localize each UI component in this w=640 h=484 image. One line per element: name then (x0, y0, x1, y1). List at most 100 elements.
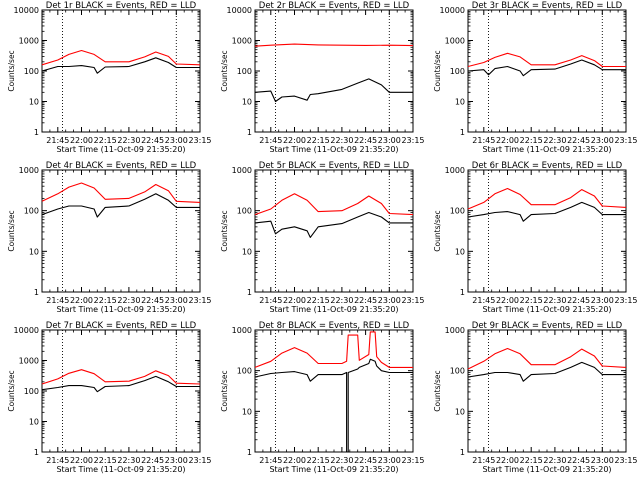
det8-xtick-label: 21:45 (259, 456, 282, 465)
det1-ytick-label: 10 (29, 98, 39, 107)
det7-xtick-label: 23:00 (165, 456, 188, 465)
det4-xtick-label: 23:00 (165, 296, 188, 305)
det6-ytick-label: 1000 (445, 166, 465, 175)
det3-xtick-label: 22:00 (496, 136, 519, 145)
det7-ytick-label: 1 (34, 448, 39, 457)
det3-xlabel: Start Time (11-Oct-09 21:35:20) (482, 145, 611, 154)
det3-xtick-label: 22:45 (567, 136, 590, 145)
det2-xtick-label: 23:00 (378, 136, 401, 145)
det9-series-lld (467, 347, 627, 370)
det7-xtick-label: 22:45 (141, 456, 164, 465)
det7-panel: Det 7r BLACK = Events, RED = LLD 1 10 100 10… (7, 321, 212, 474)
det2-ylabel: Counts/sec (220, 50, 229, 91)
det3-xtick-label: 23:00 (591, 136, 614, 145)
det9-xlabel: Start Time (11-Oct-09 21:35:20) (482, 465, 611, 474)
det2-xlabel: Start Time (11-Oct-09 21:35:20) (269, 145, 398, 154)
det1-ylabel: Counts/sec (7, 50, 16, 91)
det6-ytick-label: 100 (450, 207, 465, 216)
det5-ytick-label: 10 (242, 247, 252, 256)
det3-xtick-label: 22:15 (520, 136, 543, 145)
det8-ytick-label: 1000 (232, 326, 252, 335)
det4-series-events (41, 193, 200, 218)
det3-title: Det 3r BLACK = Events, RED = LLD (472, 1, 623, 11)
det8-ytick-label: 1 (247, 448, 252, 457)
det7-ytick-label: 1000 (19, 357, 39, 366)
det9-xtick-label: 22:30 (543, 456, 566, 465)
det2-panel: Det 2r BLACK = Events, RED = LLD 1 10 100 10… (220, 1, 425, 154)
det7-title: Det 7r BLACK = Events, RED = LLD (46, 321, 197, 331)
det8-xtick-label: 22:30 (330, 456, 353, 465)
det4-panel: Det 4r BLACK = Events, RED = LLD 1 10 100 10… (7, 161, 212, 314)
det3-xtick-label: 22:30 (543, 136, 566, 145)
det8-xtick-label: 22:00 (283, 456, 306, 465)
det9-xtick-label: 22:00 (496, 456, 519, 465)
det2-series-events (254, 78, 413, 103)
det3-xtick-label: 21:45 (472, 136, 495, 145)
det4-series-lld (41, 182, 201, 203)
det8-ytick-label: 100 (237, 367, 252, 376)
det5-xtick-label: 22:00 (283, 296, 306, 305)
det3-ytick-label: 100 (450, 67, 465, 76)
det5-ytick-label: 100 (237, 207, 252, 216)
det2-ytick-label: 10000 (227, 6, 252, 15)
det1-panel: Det 1r BLACK = Events, RED = LLD 1 10 100 10… (7, 1, 212, 154)
det6-xtick-label: 22:00 (496, 296, 519, 305)
det5-xtick-label: 23:00 (378, 296, 401, 305)
det9-xtick-label: 21:45 (472, 456, 495, 465)
det1-xlabel: Start Time (11-Oct-09 21:35:20) (56, 145, 185, 154)
det8-series-lld (254, 331, 413, 368)
det9-ytick-label: 100 (450, 367, 465, 376)
det7-series-events (41, 375, 200, 393)
det5-ytick-label: 1 (247, 288, 252, 297)
det7-xlabel: Start Time (11-Oct-09 21:35:20) (56, 465, 185, 474)
det3-ytick-label: 1 (460, 128, 465, 137)
det1-xtick-label: 23:00 (165, 136, 188, 145)
det2-xtick-label: 23:15 (401, 136, 424, 145)
det4-ytick-label: 10 (29, 247, 39, 256)
det5-xtick-label: 22:30 (330, 296, 353, 305)
det5-xtick-label: 23:15 (401, 296, 424, 305)
det9-xtick-label: 22:15 (520, 456, 543, 465)
det8-xtick-label: 22:45 (354, 456, 377, 465)
det5-xtick-label: 22:45 (354, 296, 377, 305)
det2-xtick-label: 22:15 (307, 136, 330, 145)
det7-xtick-label: 22:00 (70, 456, 93, 465)
det8-series-events (254, 358, 413, 453)
det2-ytick-label: 1000 (232, 37, 252, 46)
det8-xtick-label: 23:15 (401, 456, 424, 465)
det7-ylabel: Counts/sec (7, 370, 16, 411)
det7-series-lld (41, 369, 201, 385)
det1-xtick-label: 22:15 (94, 136, 117, 145)
det6-xlabel: Start Time (11-Oct-09 21:35:20) (482, 305, 611, 314)
det4-xlabel: Start Time (11-Oct-09 21:35:20) (56, 305, 185, 314)
det4-xtick-label: 22:00 (70, 296, 93, 305)
det5-ytick-label: 1000 (232, 166, 252, 175)
det5-series-events (254, 211, 413, 238)
det2-ytick-label: 10 (242, 98, 252, 107)
det6-xtick-label: 22:15 (520, 296, 543, 305)
det8-ylabel: Counts/sec (220, 370, 229, 411)
det3-series-lld (467, 52, 626, 68)
det9-series-events (467, 361, 626, 382)
det8-xtick-label: 22:15 (307, 456, 330, 465)
det4-xtick-label: 22:30 (117, 296, 140, 305)
det1-xtick-label: 22:30 (117, 136, 140, 145)
det5-series-lld (254, 193, 414, 216)
det6-ylabel: Counts/sec (433, 210, 442, 251)
det2-xtick-label: 22:30 (330, 136, 353, 145)
det1-ytick-label: 10000 (14, 6, 39, 15)
det1-series-events (41, 57, 200, 74)
det8-ytick-label: 10 (242, 407, 252, 416)
det2-ytick-label: 100 (237, 67, 252, 76)
det6-xtick-label: 22:45 (567, 296, 590, 305)
det4-xtick-label: 21:45 (46, 296, 69, 305)
det3-xtick-label: 23:15 (614, 136, 637, 145)
det1-ytick-label: 1000 (19, 37, 39, 46)
det4-ytick-label: 100 (24, 207, 39, 216)
det2-series-lld (254, 43, 414, 47)
det1-title: Det 1r BLACK = Events, RED = LLD (46, 1, 197, 11)
det5-panel: Det 5r BLACK = Events, RED = LLD 1 10 100 10… (220, 161, 425, 314)
det9-xtick-label: 22:45 (567, 456, 590, 465)
det9-ylabel: Counts/sec (433, 370, 442, 411)
